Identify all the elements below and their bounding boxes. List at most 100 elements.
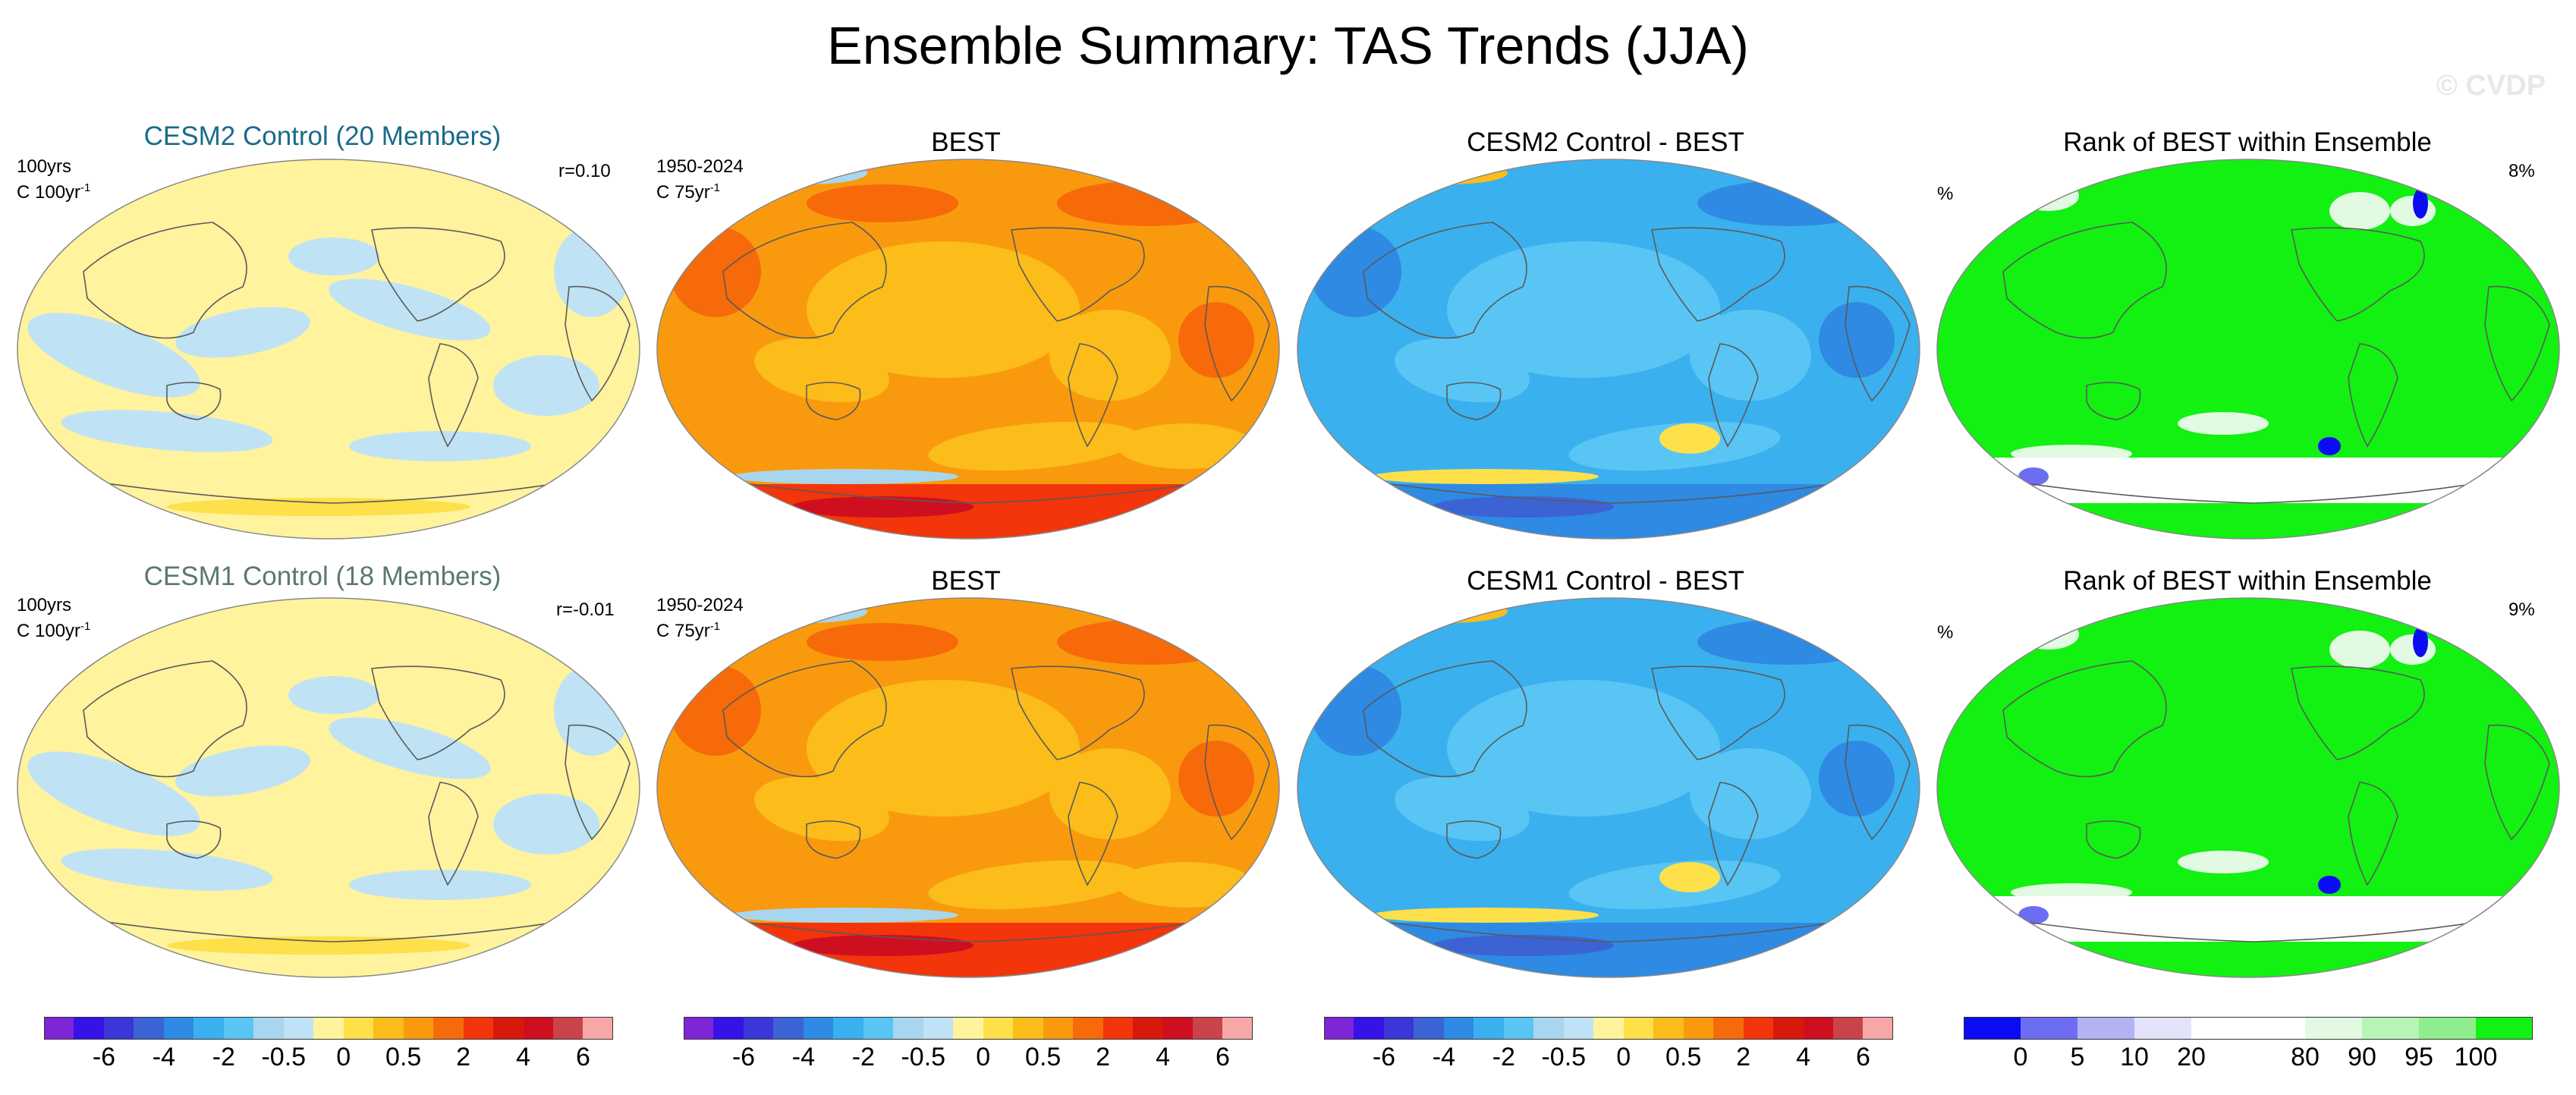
diff-region-positive <box>1371 469 1599 484</box>
colorbar-swatch <box>583 1017 613 1040</box>
map-difference <box>1297 597 1920 978</box>
colorbar-swatch <box>103 1017 134 1040</box>
coastline <box>371 665 505 760</box>
coastline <box>1204 285 1270 402</box>
rank-region-low <box>2318 437 2341 455</box>
coastline <box>1068 782 1118 886</box>
period-label: 100yrs C 100yr-1 <box>17 156 91 203</box>
colorbar-swatch <box>163 1017 194 1040</box>
coastline <box>1340 914 1880 942</box>
colorbar-tick-label: 0.5 <box>1665 1043 1702 1071</box>
colorbar-swatch <box>803 1017 834 1040</box>
colorbar-tick-label: 90 <box>2348 1043 2376 1071</box>
colorbar-tick-label: 0 <box>2013 1043 2028 1071</box>
colorbar-tick-label: 95 <box>2405 1043 2433 1071</box>
map-rank <box>1936 159 2560 540</box>
rank-region-low <box>2018 467 2049 486</box>
colorbar-tick-label: 4 <box>516 1043 531 1071</box>
trend-region-cooling <box>288 676 379 714</box>
colorbar-swatch <box>1832 1017 1864 1040</box>
colorbar-swatch <box>523 1017 553 1040</box>
period-label: 1950-2024 C 75yr-1 <box>656 156 744 203</box>
colorbar-tick-label: 20 <box>2177 1043 2206 1071</box>
colorbar-swatch <box>1133 1017 1163 1040</box>
colorbar-swatch <box>2077 1017 2134 1040</box>
colorbar-swatch <box>1222 1017 1253 1040</box>
colorbar-tick-label: 0.5 <box>385 1043 422 1071</box>
coastline <box>2484 724 2550 841</box>
colorbar-swatch <box>283 1017 314 1040</box>
trend-region-cooling <box>349 431 531 461</box>
colorbar-swatch <box>2134 1017 2191 1040</box>
map-border <box>1936 159 2560 540</box>
coastline <box>166 382 222 420</box>
rank-region-low <box>2018 906 2049 924</box>
trend-region-antarctic <box>657 923 1279 977</box>
trend-region-moderate <box>1049 748 1171 839</box>
colorbar-swatch <box>313 1017 344 1040</box>
diff-region-strong <box>1819 302 1895 378</box>
colorbar-swatch <box>684 1017 714 1040</box>
coastline <box>2086 382 2141 420</box>
trend-region-moderate <box>754 338 889 403</box>
trend-region-cooling <box>175 745 310 797</box>
colorbar-swatch <box>2362 1017 2419 1040</box>
coastline <box>565 724 631 841</box>
units-label: C 100yr <box>17 621 81 641</box>
trend-region-cooling <box>349 870 531 900</box>
colorbar-tick-label: -4 <box>152 1043 176 1071</box>
coastline <box>2484 285 2550 402</box>
panel-title-diff: CESM1 Control - BEST <box>1467 566 1744 596</box>
trend-region-strong <box>1178 741 1254 817</box>
coastline <box>1708 343 1759 448</box>
diff-region-antarctic <box>1297 923 1920 977</box>
trend-region-moderate <box>1049 310 1171 401</box>
rank-region-light <box>2329 631 2390 669</box>
colorbar-tick-label: -2 <box>851 1043 875 1071</box>
diff-region-positive <box>1659 862 1720 892</box>
period-label: 1950-2024 C 75yr-1 <box>656 595 744 641</box>
trend-region-cooling <box>731 908 958 923</box>
panel-title-diff: CESM2 Control - BEST <box>1467 127 1744 157</box>
map-border <box>1297 159 1920 540</box>
trend-region-cooling <box>746 600 867 623</box>
rank-region-low <box>2413 188 2428 219</box>
diff-region-weak <box>1447 680 1720 817</box>
cvdp-watermark: © CVDP <box>2436 70 2546 102</box>
figure-title: Ensemble Summary: TAS Trends (JJA) <box>827 16 1749 75</box>
coastline <box>1651 665 1785 760</box>
diff-region-weak <box>1690 748 1811 839</box>
colorbar-tick-label: 10 <box>2120 1043 2149 1071</box>
trend-region-strong <box>1178 302 1254 378</box>
colorbar-swatch <box>1713 1017 1744 1040</box>
trend-region-warming <box>167 498 470 516</box>
colorbar-swatch <box>893 1017 923 1040</box>
trend-region-cooling <box>61 410 273 452</box>
colorbar-swatch <box>373 1017 404 1040</box>
rank-region-light <box>2390 196 2436 226</box>
colorbar-swatch <box>134 1017 164 1040</box>
trend-region-cooling <box>329 278 491 341</box>
colorbar-swatch <box>44 1017 74 1040</box>
colorbar-tick-label: -6 <box>731 1043 756 1071</box>
coastline <box>1011 227 1145 322</box>
map-border <box>656 597 1280 978</box>
units-label: C 75yr <box>656 182 710 203</box>
map-difference <box>1297 159 1920 540</box>
diff-region-extreme <box>1432 496 1614 518</box>
diff-region-positive <box>1386 162 1508 184</box>
colorbar-tick-label: 2 <box>1736 1043 1751 1071</box>
trend-region-strong <box>1057 619 1239 665</box>
trend-region-cooling <box>27 313 200 398</box>
coastline <box>166 820 222 859</box>
coastline <box>722 222 887 339</box>
trend-region-cooling <box>175 307 310 358</box>
colorbar-tick-label: 0 <box>976 1043 991 1071</box>
diff-region-extreme <box>1432 935 1614 956</box>
colorbar-swatch <box>2419 1017 2476 1040</box>
colorbar-swatch <box>1803 1017 1833 1040</box>
colorbar-tick-label: 0 <box>1616 1043 1631 1071</box>
colorbar-tick-label: 5 <box>2070 1043 2085 1071</box>
colorbar-swatch <box>1623 1017 1654 1040</box>
coastline <box>1845 724 1911 841</box>
